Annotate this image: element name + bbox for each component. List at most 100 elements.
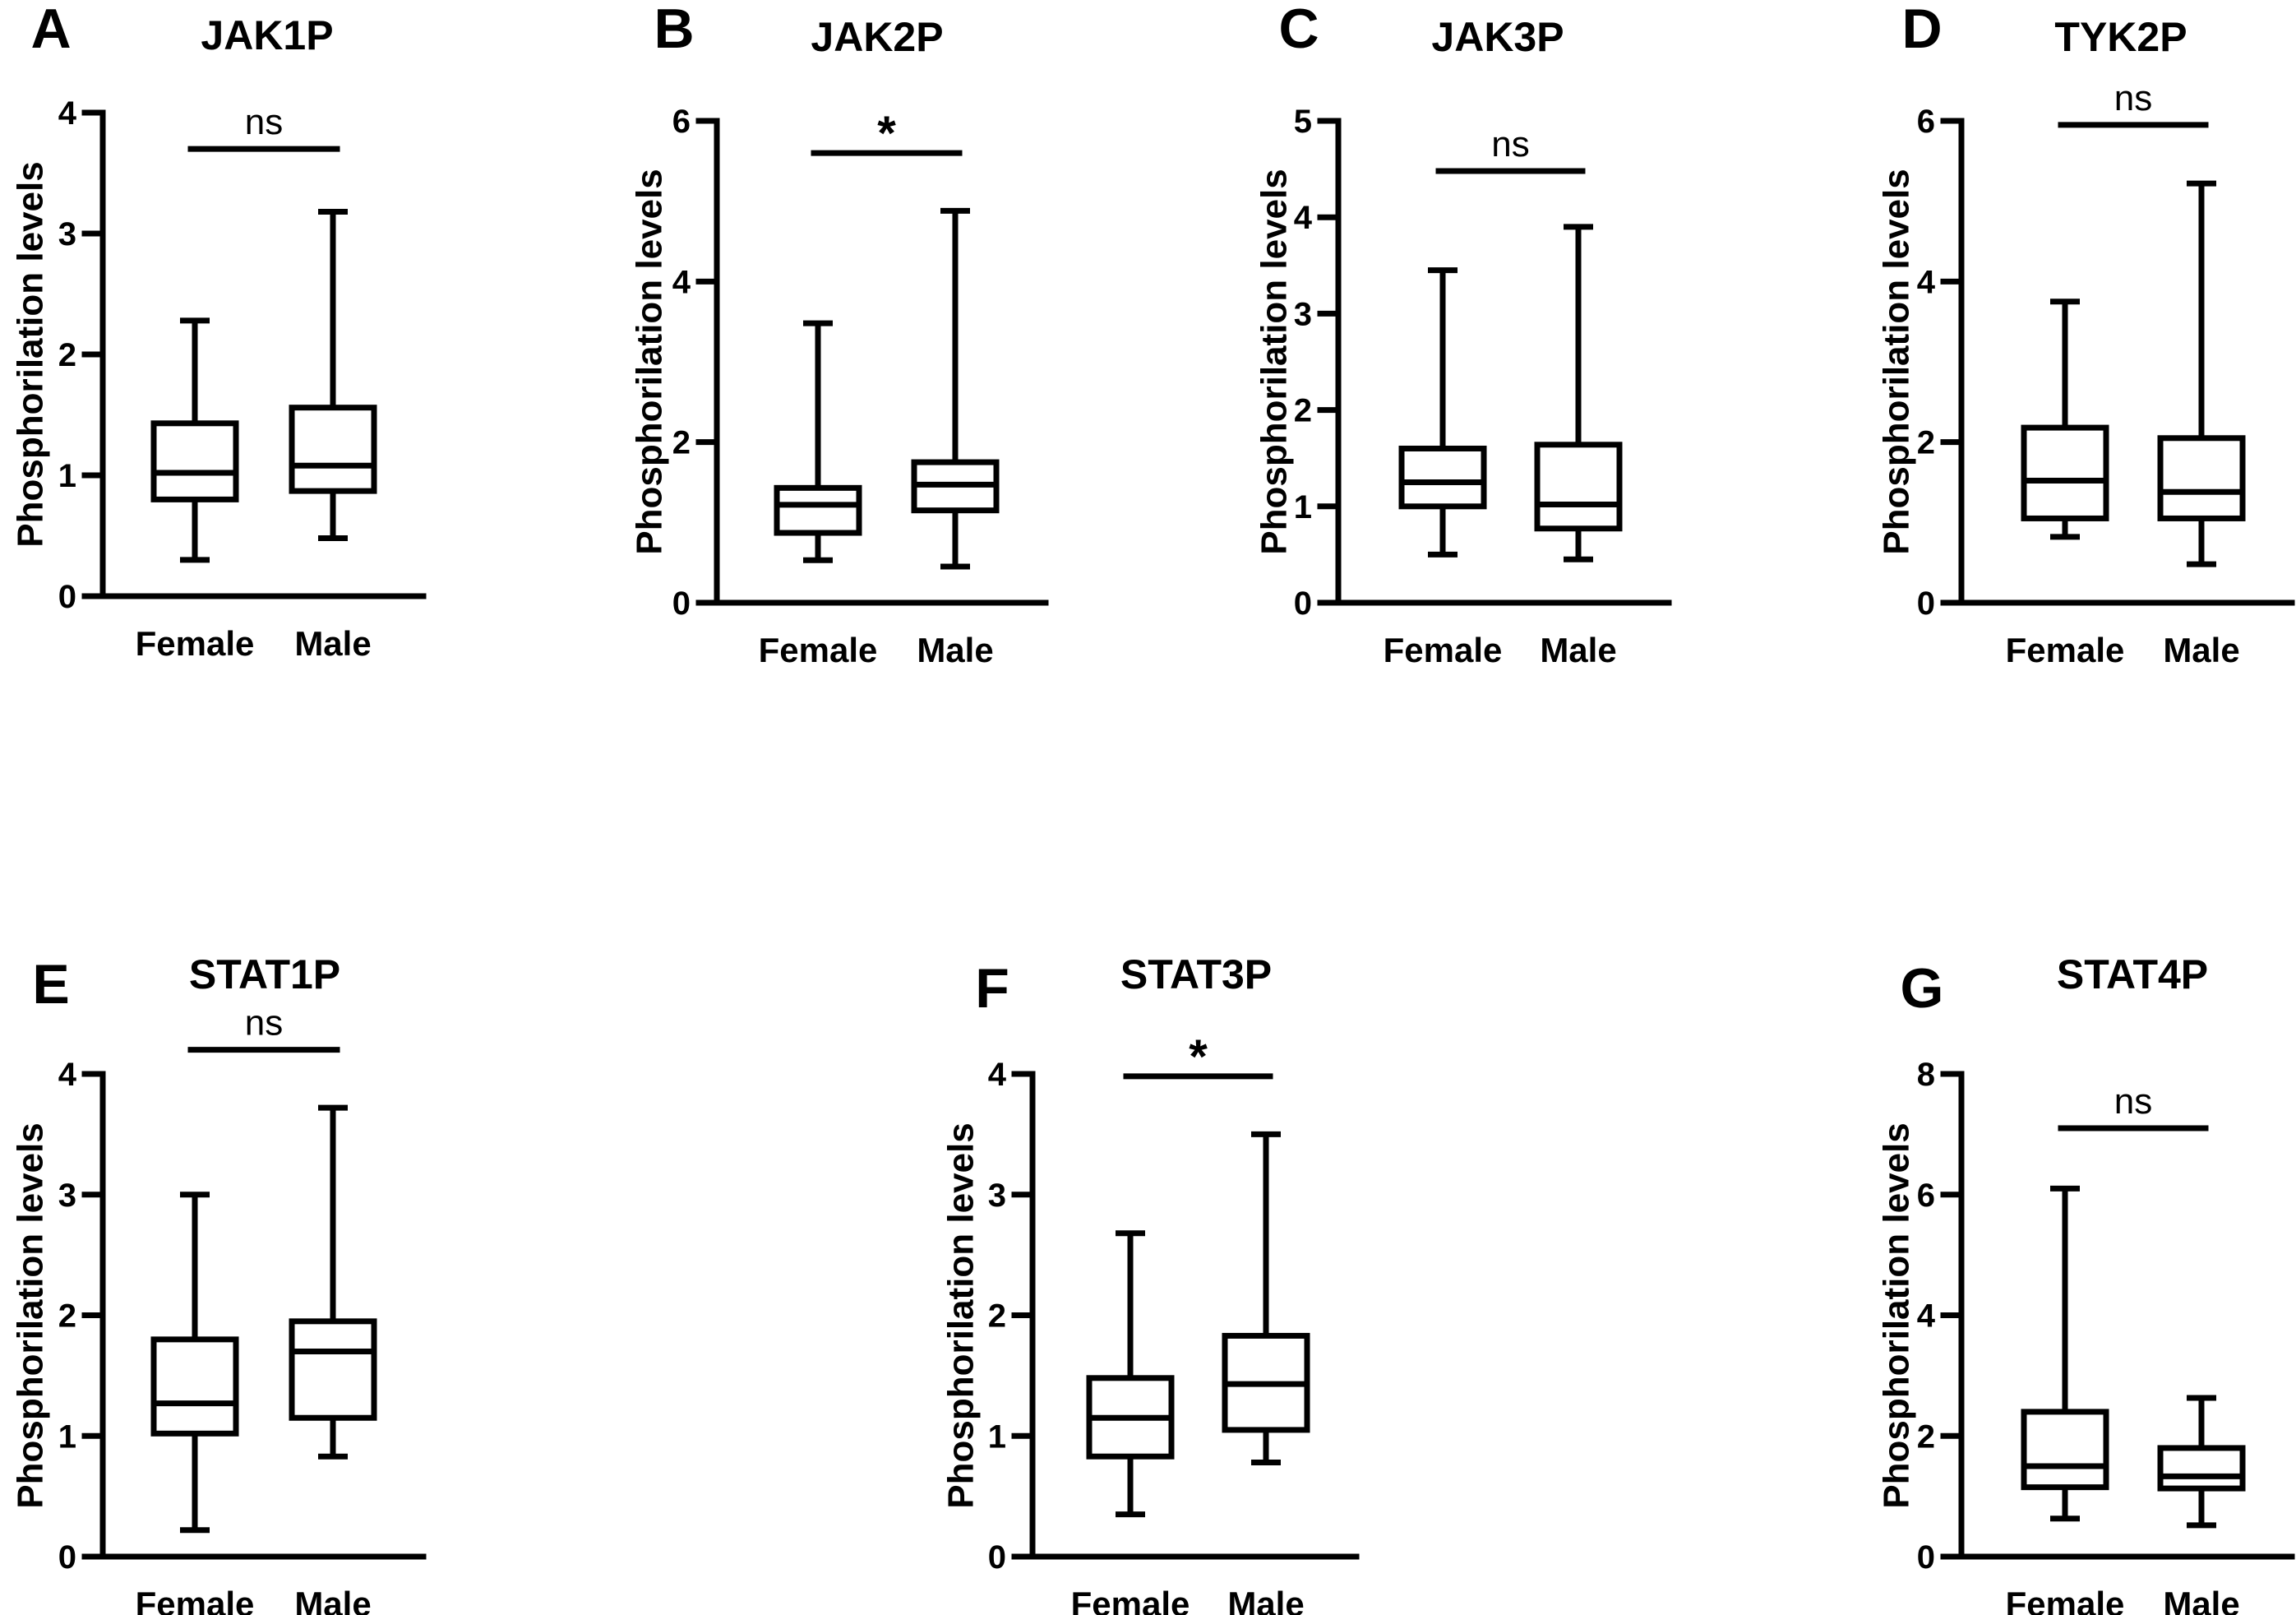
y-tick-label: 4 [58, 1057, 77, 1093]
chart-title: JAK3P [1431, 14, 1564, 60]
box-iqr [774, 484, 862, 536]
y-tick-label: 0 [672, 585, 691, 622]
box-iqr [2157, 1445, 2246, 1492]
y-tick-label: 2 [1917, 1418, 1935, 1455]
x-category-label: Male [294, 1585, 371, 1615]
box-iqr [289, 1318, 377, 1421]
significance-label: ns [245, 102, 283, 142]
box-female [1398, 267, 1487, 558]
box-female [774, 320, 862, 563]
y-tick-label: 0 [58, 579, 76, 615]
y-tick-label: 4 [1917, 264, 1936, 300]
box-iqr [150, 1336, 239, 1437]
panel-letter: A [30, 0, 71, 60]
x-category-label: Female [2006, 631, 2125, 669]
box-female [1086, 1230, 1175, 1518]
y-tick-label: 3 [988, 1178, 1006, 1214]
x-category-label: Male [294, 624, 371, 663]
panel-letter: F [975, 957, 1009, 1020]
box-iqr [1534, 442, 1623, 532]
box-male [911, 207, 1000, 570]
y-tick-label: 0 [988, 1539, 1006, 1576]
y-tick-label: 4 [58, 95, 77, 132]
y-tick-label: 0 [1294, 585, 1312, 622]
y-tick-label: 4 [672, 264, 691, 300]
y-tick-label: 3 [1294, 296, 1312, 332]
chart-title: JAK1P [201, 12, 333, 58]
box-iqr [2021, 424, 2109, 521]
y-tick-label: 0 [58, 1539, 76, 1576]
y-tick-label: 1 [988, 1418, 1006, 1455]
y-tick-label: 2 [1294, 393, 1312, 429]
y-axis-label: Phosphorilation levels [11, 1122, 51, 1508]
x-category-label: Male [1227, 1585, 1304, 1615]
box-male [289, 209, 377, 541]
box-female [150, 317, 239, 563]
y-axis-label: Phosphorilation levels [1877, 1122, 1917, 1508]
x-category-label: Female [136, 624, 255, 663]
y-tick-label: 0 [1917, 585, 1935, 622]
panel-letter: C [1278, 0, 1319, 60]
box-iqr [1398, 445, 1487, 510]
y-tick-label: 4 [1917, 1298, 1936, 1335]
box-male [1222, 1131, 1310, 1466]
box-female [2021, 298, 2109, 540]
y-axis-label: Phosphorilation levels [1877, 169, 1917, 554]
chart-title: STAT1P [189, 951, 340, 997]
y-tick-label: 4 [1294, 200, 1313, 236]
y-tick-label: 2 [672, 425, 691, 461]
box-iqr [2021, 1409, 2109, 1491]
y-tick-label: 1 [1294, 489, 1312, 525]
chart-title: STAT4P [2057, 951, 2208, 997]
y-tick-label: 2 [1917, 425, 1935, 461]
significance-label: ns [2114, 1081, 2152, 1122]
panel-letter: B [654, 0, 694, 60]
x-category-label: Male [1540, 631, 1616, 669]
box-female [2021, 1185, 2109, 1522]
y-axis-label: Phosphorilation levels [1254, 169, 1295, 554]
y-tick-label: 8 [1917, 1057, 1935, 1093]
y-axis-label: Phosphorilation levels [11, 161, 51, 547]
panel-letter: E [32, 953, 69, 1016]
y-tick-label: 5 [1294, 104, 1312, 140]
x-category-label: Male [2163, 1585, 2239, 1615]
x-category-label: Female [759, 631, 878, 669]
y-tick-label: 6 [1917, 104, 1935, 140]
x-category-label: Male [2163, 631, 2239, 669]
box-female [150, 1192, 239, 1534]
significance-label: * [1189, 1030, 1208, 1084]
box-male [289, 1104, 377, 1460]
x-category-label: Female [1384, 631, 1503, 669]
significance-label: * [877, 107, 896, 160]
y-tick-label: 3 [58, 216, 76, 252]
x-category-label: Female [136, 1585, 255, 1615]
x-category-label: Female [1071, 1585, 1190, 1615]
y-axis-label: Phosphorilation levels [941, 1122, 982, 1508]
panel-c: C JAK3P Phosphorilation levels 0 1 2 3 4 5 Female… [1254, 0, 1672, 669]
y-tick-label: 2 [58, 337, 76, 373]
panel-letter: D [1901, 0, 1942, 60]
chart-title: STAT3P [1120, 951, 1272, 997]
y-tick-label: 6 [672, 104, 691, 140]
box-iqr [150, 420, 239, 502]
y-tick-label: 1 [58, 458, 76, 494]
panel-letter: G [1901, 957, 1944, 1020]
significance-label: ns [245, 1003, 283, 1044]
significance-label: ns [2114, 78, 2152, 118]
box-iqr [2157, 435, 2246, 521]
chart-title: TYK2P [2054, 14, 2187, 60]
box-male [1534, 224, 1623, 562]
box-male [2157, 1395, 2246, 1529]
y-tick-label: 1 [58, 1418, 76, 1455]
y-tick-label: 2 [58, 1298, 76, 1335]
box-male [2157, 180, 2246, 567]
y-tick-label: 0 [1917, 1539, 1935, 1576]
x-category-label: Male [917, 631, 993, 669]
